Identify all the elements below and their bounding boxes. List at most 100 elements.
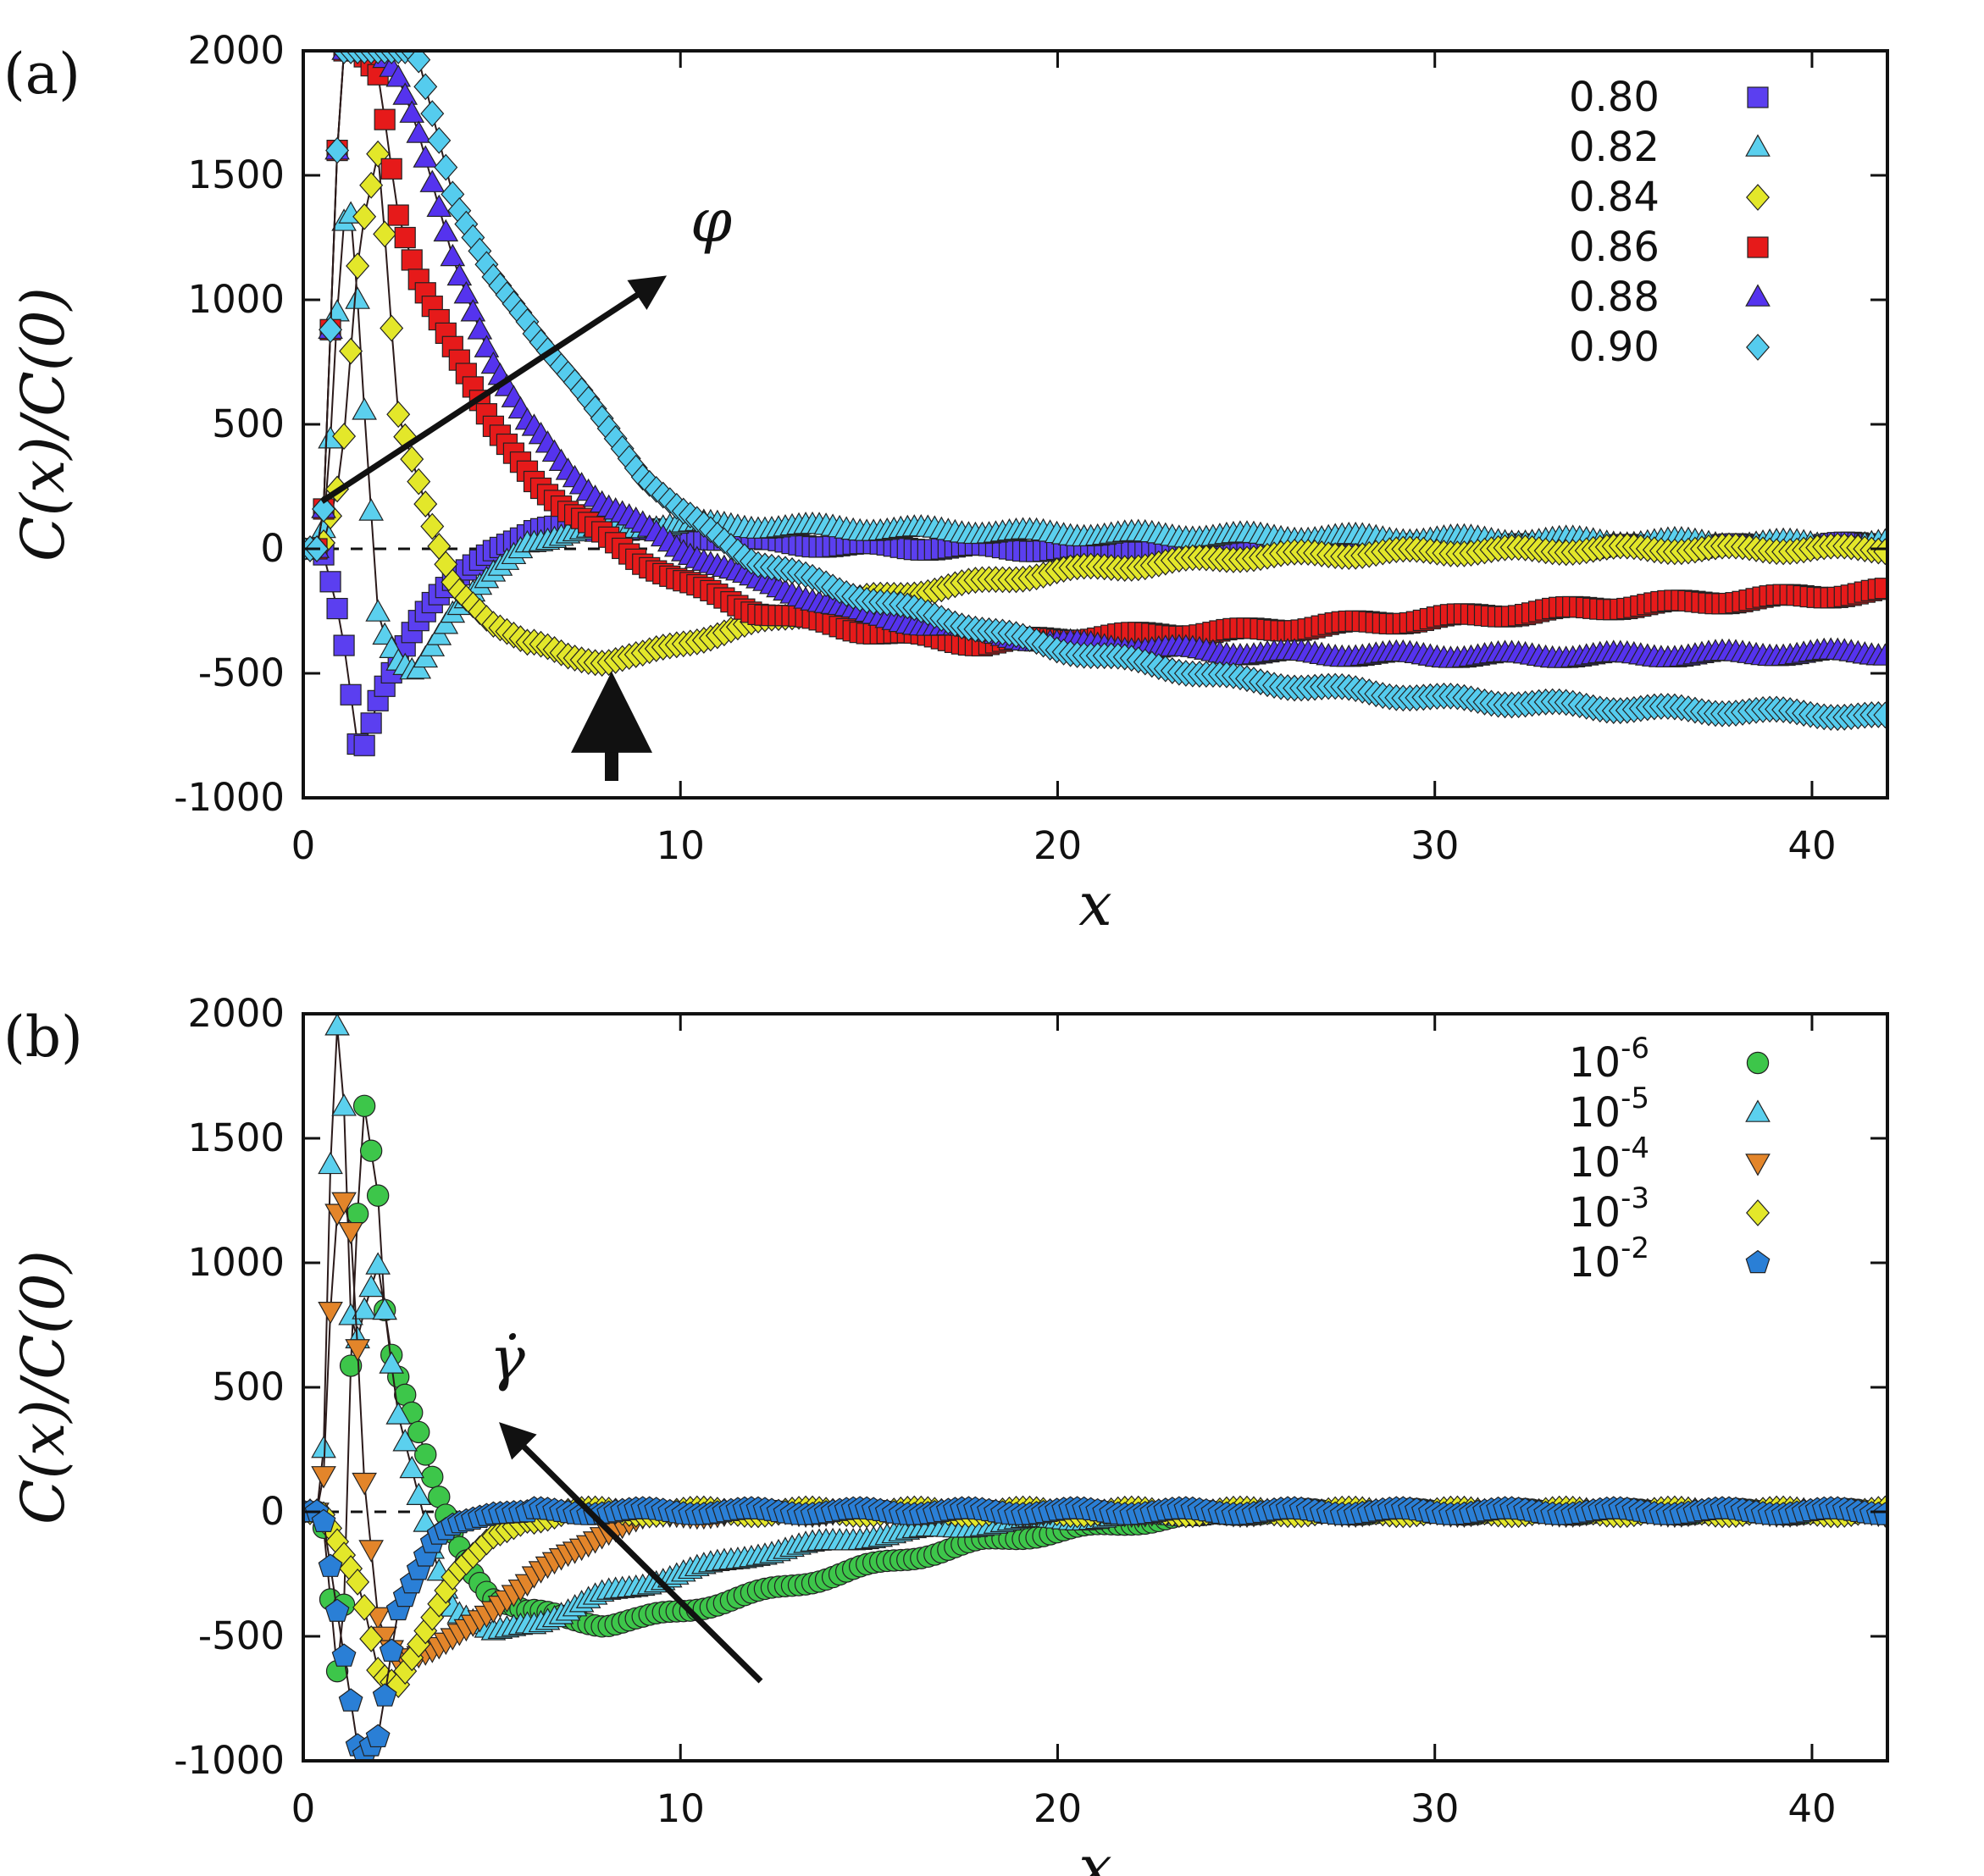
series-4 bbox=[303, 51, 1887, 657]
trend-arrow bbox=[499, 1422, 763, 1684]
legend-label: 10-5 bbox=[1569, 1082, 1649, 1137]
data-point bbox=[352, 1094, 376, 1117]
data-point bbox=[319, 571, 341, 593]
legend-exponent: -6 bbox=[1621, 1032, 1649, 1065]
panel-label: (a) bbox=[3, 42, 80, 107]
y-tick-label: 1000 bbox=[187, 1240, 285, 1285]
legend-exponent: -4 bbox=[1621, 1132, 1649, 1165]
data-point bbox=[365, 1724, 391, 1748]
legend-marker bbox=[1745, 284, 1771, 307]
data-point bbox=[360, 712, 382, 734]
data-point bbox=[386, 401, 411, 429]
data-point bbox=[406, 1482, 432, 1505]
legend-label: 0.88 bbox=[1569, 274, 1660, 321]
data-point bbox=[1872, 1502, 1887, 1525]
panel-b: -1000 -500 0 500 1000 1500 2000 0 10 20 30 40 (b) x C(… bbox=[3, 991, 1889, 1876]
data-point bbox=[380, 158, 402, 180]
x-tick-label: 20 bbox=[1034, 1786, 1082, 1831]
data-point bbox=[406, 120, 432, 143]
data-point bbox=[340, 683, 362, 706]
data-point bbox=[407, 468, 431, 495]
plot-frame bbox=[302, 1012, 1889, 1763]
legend-marker bbox=[1745, 1249, 1771, 1274]
y-tick-label: -1000 bbox=[174, 1738, 285, 1783]
legend-label: 10-6 bbox=[1569, 1032, 1649, 1087]
data-point bbox=[359, 171, 384, 199]
data-point bbox=[353, 734, 375, 756]
data-point bbox=[324, 299, 350, 322]
data-point bbox=[379, 1638, 404, 1662]
data-point bbox=[346, 1568, 370, 1596]
legend-marker bbox=[1746, 1199, 1770, 1226]
data-point bbox=[387, 204, 409, 226]
data-point bbox=[324, 1598, 350, 1622]
legend-marker bbox=[1747, 236, 1769, 258]
x-tick-label: 0 bbox=[291, 1786, 316, 1831]
plot-area bbox=[303, 1014, 1887, 1761]
series-2 bbox=[303, 1014, 1887, 1641]
data-point bbox=[373, 220, 397, 248]
y-tick-label: 2000 bbox=[187, 28, 285, 73]
data-point bbox=[407, 1420, 430, 1444]
legend-marker bbox=[1746, 1051, 1770, 1075]
data-point bbox=[359, 1625, 384, 1652]
legend-exponent: -5 bbox=[1621, 1082, 1649, 1115]
data-point bbox=[365, 1252, 391, 1275]
data-point bbox=[467, 317, 493, 340]
data-point bbox=[324, 1014, 350, 1036]
y-tick-label: 500 bbox=[212, 401, 285, 446]
data-point bbox=[394, 226, 416, 249]
data-point bbox=[413, 145, 439, 168]
y-tick-label: 1000 bbox=[187, 277, 285, 322]
legend-marker bbox=[1746, 184, 1770, 211]
data-point bbox=[318, 1302, 343, 1325]
data-point bbox=[426, 194, 452, 218]
legend-exponent: -2 bbox=[1621, 1231, 1649, 1265]
data-point bbox=[392, 82, 418, 105]
trend-annotation: φ bbox=[690, 186, 732, 256]
data-point bbox=[311, 1508, 336, 1533]
x-tick-label: 30 bbox=[1410, 823, 1459, 868]
data-point bbox=[372, 1297, 397, 1320]
legend-label: 0.84 bbox=[1569, 174, 1660, 221]
x-tick-label: 40 bbox=[1787, 1786, 1836, 1831]
data-point bbox=[346, 1202, 369, 1226]
data-point bbox=[339, 337, 363, 365]
data-point bbox=[379, 1351, 405, 1374]
data-point bbox=[433, 219, 459, 242]
data-point bbox=[345, 1339, 370, 1362]
legend-marker bbox=[1745, 1099, 1771, 1122]
data-point bbox=[318, 1553, 343, 1577]
data-point bbox=[440, 243, 466, 267]
data-point bbox=[338, 1221, 363, 1245]
y-tick-label: 2000 bbox=[187, 991, 285, 1036]
legend-label: 0.90 bbox=[1569, 324, 1660, 371]
legend-label: 10-3 bbox=[1569, 1181, 1649, 1237]
data-point bbox=[319, 316, 343, 344]
data-point bbox=[434, 153, 458, 181]
data-point bbox=[419, 634, 446, 656]
data-point bbox=[372, 1683, 397, 1707]
x-axis-label: x bbox=[1078, 1833, 1111, 1876]
data-point bbox=[325, 136, 350, 164]
data-point bbox=[359, 1139, 383, 1162]
data-point bbox=[331, 1192, 357, 1215]
data-point bbox=[331, 1643, 357, 1667]
data-point bbox=[446, 263, 473, 286]
legend-exponent: -3 bbox=[1621, 1181, 1649, 1215]
x-tick-label: 10 bbox=[657, 1786, 705, 1831]
data-point bbox=[413, 73, 438, 101]
data-point bbox=[358, 1540, 384, 1563]
data-point bbox=[352, 202, 377, 230]
data-point bbox=[400, 445, 424, 473]
data-point bbox=[352, 1593, 377, 1621]
y-tick-label: -500 bbox=[198, 650, 285, 695]
data-point bbox=[365, 599, 391, 622]
series-6 bbox=[303, 51, 1887, 732]
legend-label: 10-4 bbox=[1569, 1132, 1649, 1187]
data-point bbox=[366, 1184, 390, 1207]
legend-marker bbox=[1745, 1154, 1771, 1176]
panel-a: -1000 -500 0 500 1000 1500 2000 0 10 20 30 40 (a) x C(… bbox=[3, 28, 1889, 939]
x-tick-label: 20 bbox=[1034, 823, 1082, 868]
